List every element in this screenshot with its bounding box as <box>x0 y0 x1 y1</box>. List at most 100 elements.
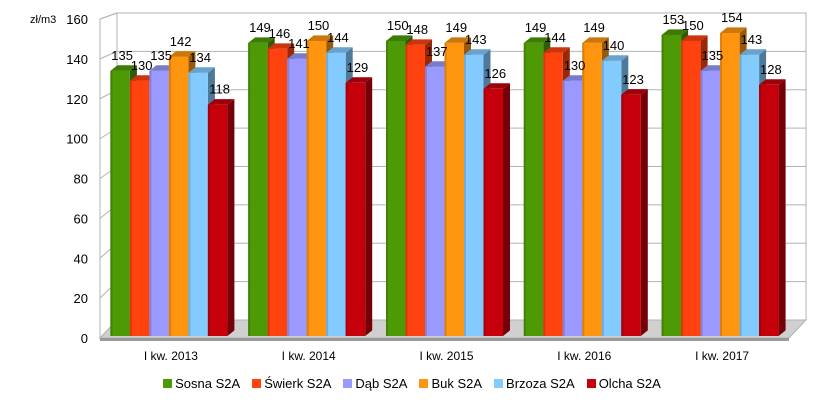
x-tick-label: I kw. 2013 <box>144 349 198 363</box>
x-tick-label: I kw. 2016 <box>557 349 611 363</box>
data-label: 149 <box>525 20 547 35</box>
bar-front <box>386 40 406 336</box>
bar-edge <box>759 84 762 336</box>
bar-top <box>621 89 648 95</box>
legend-swatch <box>163 379 173 388</box>
legend-item: Buk S2A <box>419 376 482 391</box>
bar-top <box>464 49 491 55</box>
bar-front <box>720 32 740 337</box>
bar-side <box>503 83 510 336</box>
legend-label: Dąb S2A <box>355 376 408 391</box>
bar-edge <box>739 54 742 337</box>
bar-front <box>149 70 169 336</box>
y-axis-ticks: 0 20 40 60 80 100 120 140 160 <box>66 12 88 346</box>
data-label: 149 <box>583 20 605 35</box>
floor-edge <box>100 338 789 341</box>
bar-edge <box>306 40 309 336</box>
data-label: 129 <box>347 60 369 75</box>
bar-top <box>523 37 551 43</box>
bar-front <box>207 104 228 336</box>
bar-front <box>562 80 583 336</box>
bar-edge <box>621 94 624 336</box>
bar <box>483 83 510 336</box>
bar-front <box>405 44 425 337</box>
bar-edge <box>720 32 723 337</box>
bar-top <box>110 65 137 71</box>
bar-front <box>582 42 602 337</box>
data-label: 143 <box>740 32 762 47</box>
y-tick-label: 60 <box>74 211 88 226</box>
bar-top <box>601 55 629 61</box>
bar-top <box>720 27 747 33</box>
bar-front <box>661 34 682 337</box>
bar-top <box>405 39 432 45</box>
bar-top <box>444 37 471 43</box>
bar-front <box>345 82 366 337</box>
data-label: 140 <box>603 38 625 53</box>
bar-edge <box>700 70 703 336</box>
bar-top <box>681 35 708 41</box>
bar-edge <box>425 66 427 336</box>
bar-edge <box>267 48 270 336</box>
bar-top <box>759 79 786 85</box>
y-tick-label: 100 <box>66 132 88 147</box>
bar <box>207 99 235 336</box>
data-label: 150 <box>387 18 409 33</box>
bar-edge <box>483 88 486 336</box>
data-label: 130 <box>131 58 153 73</box>
data-label: 123 <box>622 72 644 87</box>
bar-edge <box>168 56 171 336</box>
bar-edge <box>601 60 604 336</box>
data-label: 130 <box>564 58 586 73</box>
legend-item: Świerk S2A <box>252 376 331 391</box>
bar-top <box>739 49 767 55</box>
legend-item: Olcha S2A <box>586 376 661 391</box>
legend-swatch <box>494 379 504 388</box>
bar-top <box>582 37 609 43</box>
y-tick-label: 120 <box>66 92 88 107</box>
data-label: 144 <box>327 30 349 45</box>
bar-edge <box>661 34 664 337</box>
x-tick-label: I kw. 2015 <box>419 349 473 363</box>
bar-top <box>188 67 215 73</box>
data-label: 128 <box>760 62 782 77</box>
bar-top <box>326 47 353 53</box>
y-tick-label: 0 <box>81 331 88 346</box>
bar-top <box>168 51 196 57</box>
data-label: 135 <box>111 48 133 63</box>
legend-label: Świerk S2A <box>264 376 332 391</box>
bar-edge <box>129 80 132 336</box>
bar-front <box>523 42 544 337</box>
bar-top <box>543 47 570 53</box>
bar <box>759 79 786 336</box>
bar-front <box>681 40 701 336</box>
bar-front <box>543 52 563 337</box>
y-tick-label: 160 <box>66 12 88 27</box>
bar-edge <box>582 42 585 337</box>
legend-swatch <box>252 379 262 388</box>
bar-top <box>386 35 413 41</box>
data-label: 142 <box>170 34 192 49</box>
bar-top <box>483 83 510 89</box>
bar-front <box>248 42 268 337</box>
bar-front <box>110 70 130 336</box>
bar-front <box>306 40 327 336</box>
bar-edge <box>405 44 408 337</box>
bar-edge <box>523 42 526 337</box>
data-label: 149 <box>445 20 467 35</box>
bar-top <box>345 77 373 83</box>
data-label: 143 <box>465 32 487 47</box>
bar-front <box>700 70 721 336</box>
y-axis-label: zł/m3 <box>30 14 56 26</box>
data-label: 118 <box>209 82 230 97</box>
data-label: 146 <box>269 26 291 41</box>
bar-edge <box>681 40 684 336</box>
bar-front <box>267 48 288 336</box>
bar-edge <box>444 42 447 337</box>
bar <box>621 89 648 336</box>
data-label: 153 <box>662 12 684 27</box>
bar-top <box>661 29 689 35</box>
gridline-side <box>99 50 118 60</box>
bar-front <box>601 60 622 336</box>
